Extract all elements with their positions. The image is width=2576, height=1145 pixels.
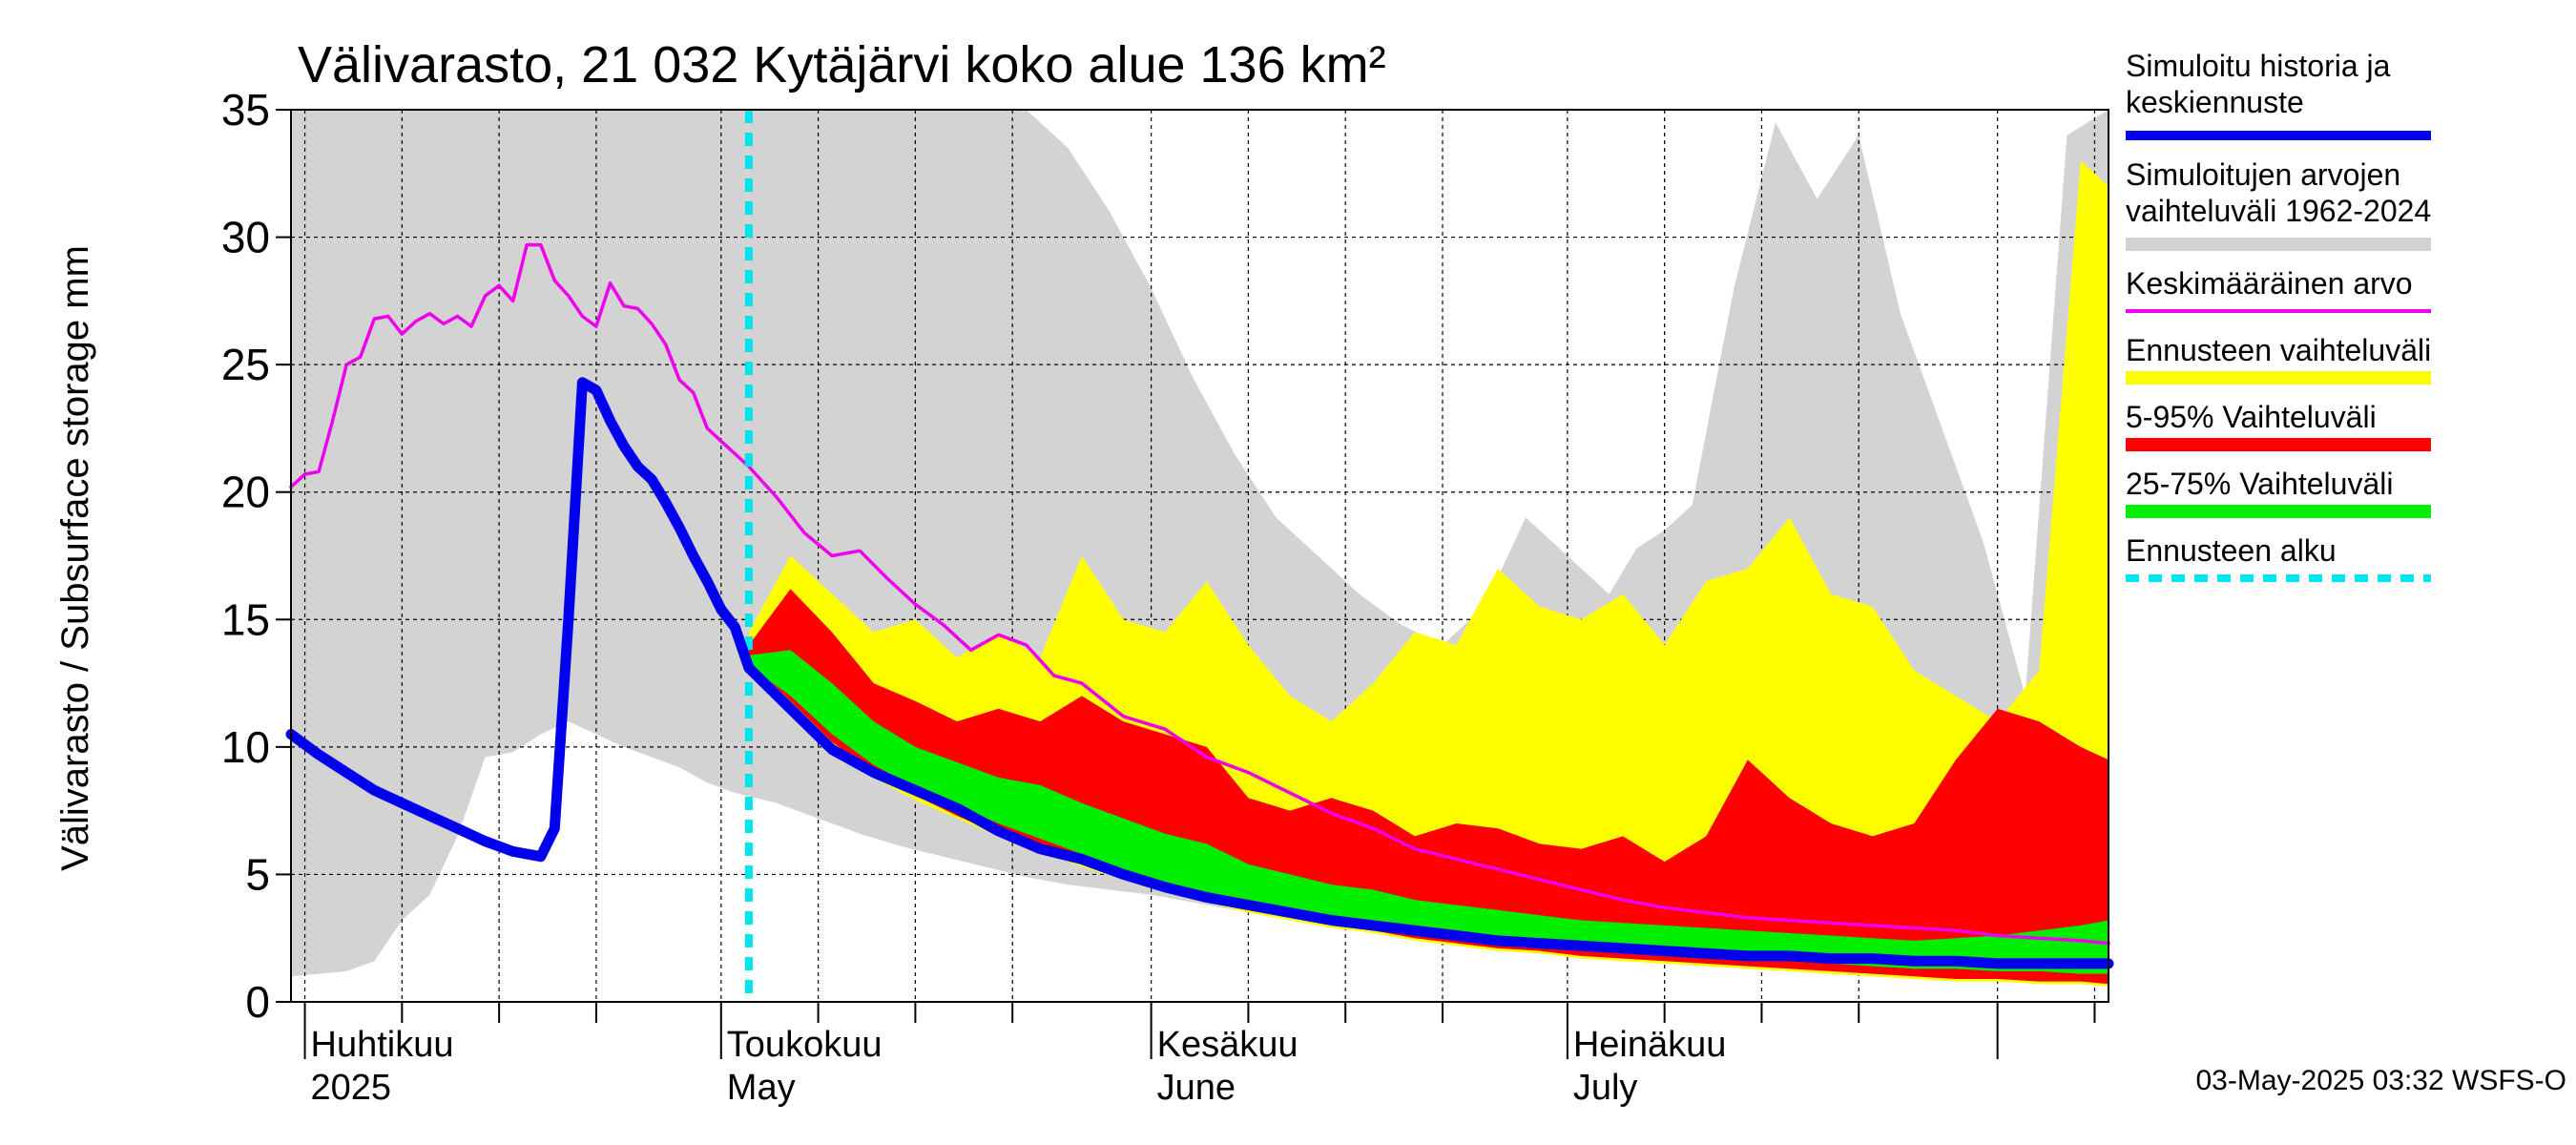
y-tick-label: 35: [221, 85, 270, 135]
plot-area: [285, 109, 2114, 1003]
mean-line: [289, 242, 2110, 946]
month-label: Heinäkuu: [1573, 1025, 1727, 1065]
month-sublabel: July: [1573, 1068, 1638, 1108]
p5-95-area: [748, 589, 2109, 985]
y-tick-label: 25: [221, 340, 270, 389]
legend-label: Ennusteen vaihteluväli: [2126, 333, 2431, 367]
month-sublabel: 2025: [311, 1068, 392, 1108]
history-median-line: [285, 377, 2114, 969]
month-sublabel: May: [727, 1068, 796, 1108]
p25-75-area: [748, 650, 2109, 974]
legend-label-line2: vaihteluväli 1962-2024: [2126, 194, 2431, 228]
month-sublabel: June: [1157, 1068, 1236, 1108]
mean-polyline: [289, 242, 2110, 946]
legend-label: Simuloitujen arvojen: [2126, 157, 2400, 192]
y-tick-label: 5: [245, 849, 270, 899]
y-tick-label: 20: [221, 468, 270, 517]
y-axis: 0 5 10 15 20 25 30 35: [221, 85, 291, 1027]
plot-frame: [290, 109, 2109, 1003]
month-label: Kesäkuu: [1157, 1025, 1298, 1065]
month-label: Huhtikuu: [311, 1025, 454, 1065]
footer-timestamp: 03-May-2025 03:32 WSFS-O: [2196, 1065, 2567, 1096]
legend-label-line2: keskiennuste: [2126, 85, 2304, 119]
legend-label: Keskimääräinen arvo: [2126, 266, 2413, 301]
y-tick-label: 10: [221, 722, 270, 772]
y-tick-label: 30: [221, 213, 270, 262]
legend-label: 5-95% Vaihteluväli: [2126, 400, 2377, 434]
p25-75-band: [748, 650, 2109, 974]
legend-label: Ennusteen alku: [2126, 533, 2337, 568]
chart-title: Välivarasto, 21 032 Kytäjärvi koko alue …: [298, 36, 1386, 94]
y-axis-label: Välivarasto / Subsurface storage mm: [54, 245, 96, 871]
legend-label: Simuloitu historia ja: [2126, 49, 2391, 83]
legend-label: 25-75% Vaihteluväli: [2126, 467, 2393, 501]
p5-95-band: [748, 589, 2109, 985]
history-median-polyline: [285, 377, 2114, 969]
y-tick-label: 0: [245, 977, 270, 1027]
y-tick-label: 15: [221, 594, 270, 644]
month-label: Toukokuu: [727, 1025, 883, 1065]
